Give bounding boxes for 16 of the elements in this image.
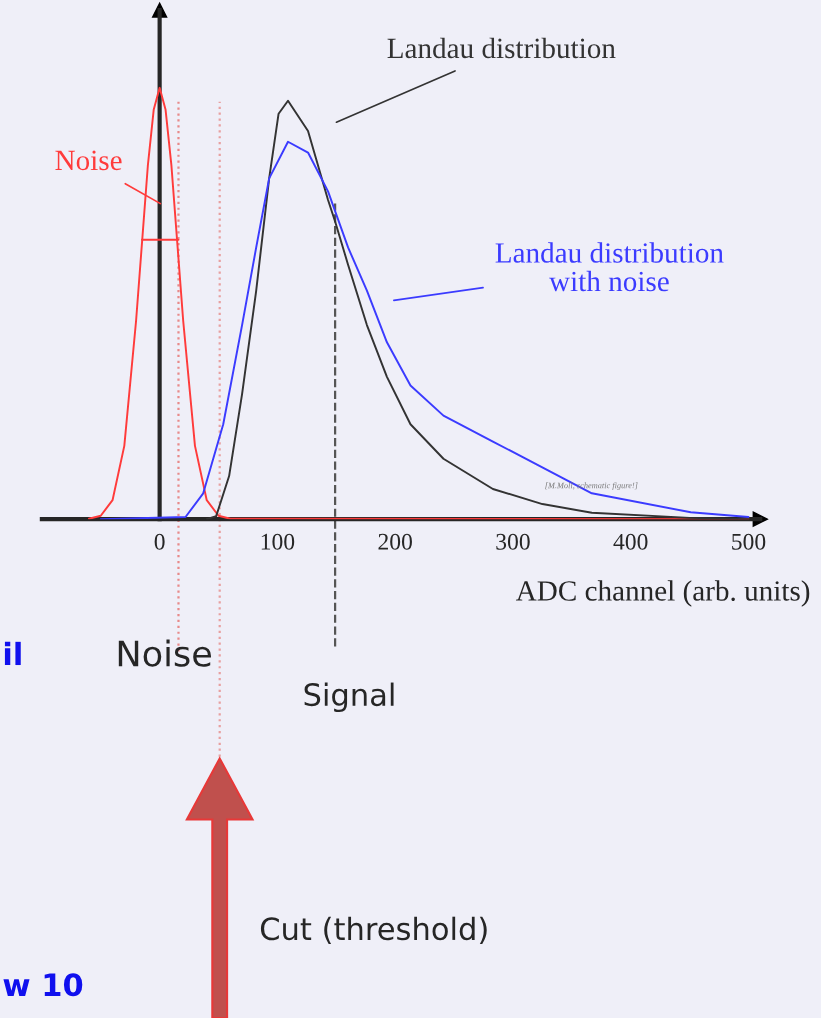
x-tick-label: 500 xyxy=(732,533,766,550)
x-tick-label: 0 xyxy=(154,533,165,550)
x-tick-label: 100 xyxy=(261,533,295,550)
ref-line-label: Cut (threshold) xyxy=(260,916,487,944)
x-tick-label: 200 xyxy=(378,533,412,550)
annotation: [M.Moll, schematic figure!] xyxy=(545,482,638,490)
text: Landau distribution with noise xyxy=(495,242,724,292)
x-axis-title: ADC channel (arb. units) xyxy=(515,580,810,607)
x-tick-label: 400 xyxy=(613,533,648,550)
ref-line-label: Noise xyxy=(118,639,211,667)
series-label: Noise xyxy=(55,150,122,171)
text: il xyxy=(4,641,21,666)
text: w 10 xyxy=(3,973,83,997)
x-tick-label: 300 xyxy=(496,533,530,550)
ref-line-label: Signal xyxy=(304,682,394,713)
text: Landau distribution xyxy=(387,37,616,59)
